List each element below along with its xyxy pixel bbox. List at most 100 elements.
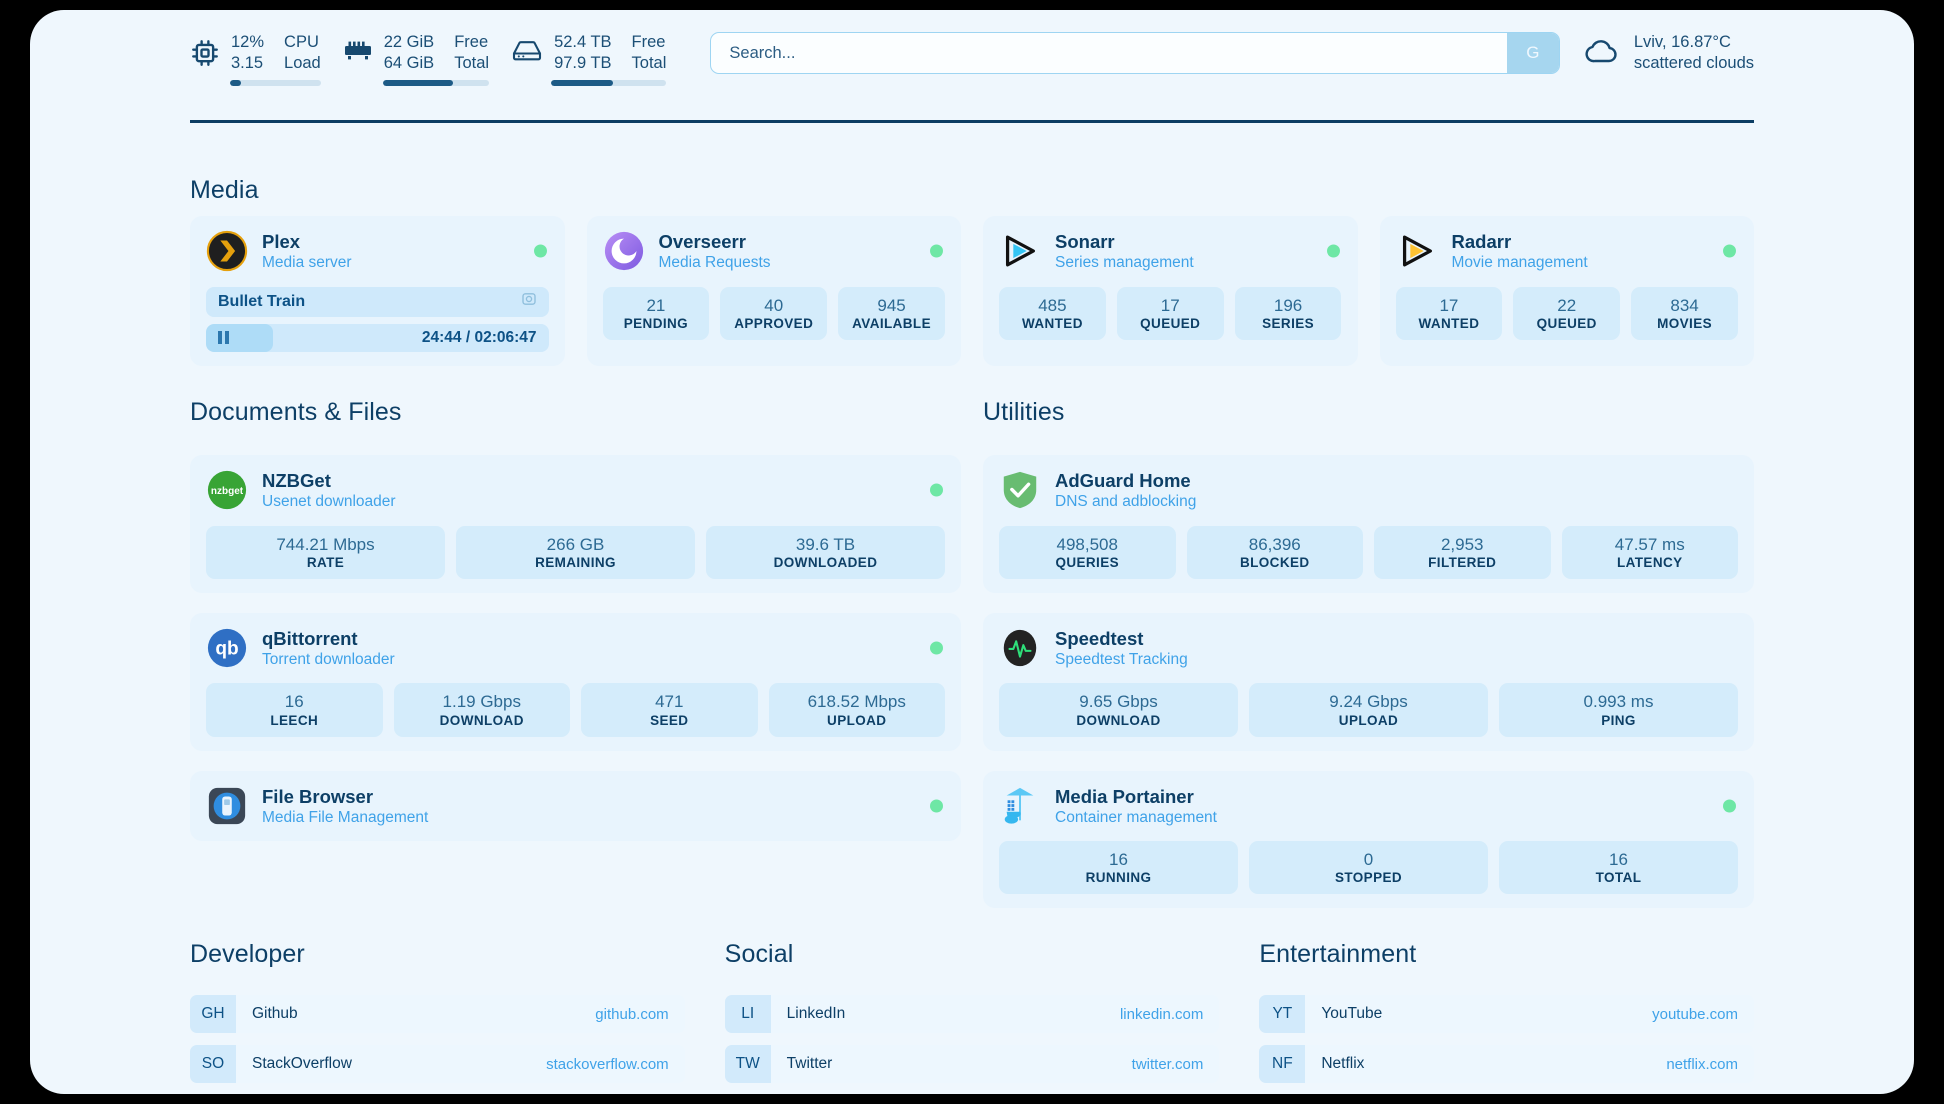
stat-tile[interactable]: 0 STOPPED bbox=[1249, 841, 1488, 895]
stat-label: QUERIES bbox=[1055, 554, 1120, 570]
pause-icon[interactable] bbox=[218, 331, 229, 344]
stat-tile[interactable]: 9.65 Gbps DOWNLOAD bbox=[999, 683, 1238, 737]
cpu-icon bbox=[190, 38, 220, 73]
service-description: Media File Management bbox=[262, 808, 429, 826]
stat-label: LATENCY bbox=[1616, 554, 1683, 570]
stat-tile[interactable]: 744.21 Mbps RATE bbox=[206, 525, 445, 579]
stat-tile[interactable]: 1.19 Gbps DOWNLOAD bbox=[393, 683, 570, 737]
bookmark-item[interactable]: YT YouTube youtube.com bbox=[1259, 995, 1755, 1033]
main-content: Media Plex Media server Bullet Train 24:44 … bbox=[30, 120, 1914, 1094]
stat-label: LEECH bbox=[270, 712, 319, 728]
stat-row: 16 LEECH 1.19 Gbps DOWNLOAD 471 SEED 618.52 Mb… bbox=[206, 683, 945, 737]
stat-value: 16 bbox=[284, 692, 304, 712]
bookmarks-area: Developer GH Github github.com SO StackOverfl… bbox=[190, 940, 1755, 1094]
bookmark-url[interactable]: github.com bbox=[595, 1005, 669, 1023]
overseerr-icon bbox=[603, 230, 645, 272]
stat-tile[interactable]: 485 WANTED bbox=[999, 286, 1106, 340]
service-card-sonarr[interactable]: Sonarr Series management 485 WANTED 17 QUEUED… bbox=[983, 216, 1358, 366]
stat-tile[interactable]: 17 WANTED bbox=[1395, 286, 1503, 340]
service-description: Movie management bbox=[1451, 254, 1588, 272]
cast-icon[interactable] bbox=[521, 291, 537, 312]
stat-tile[interactable]: 945 AVAILABLE bbox=[838, 286, 945, 340]
service-card-speedtest[interactable]: Speedtest Speedtest Tracking 9.65 Gbps DOWN… bbox=[983, 612, 1754, 751]
bookmark-group-entertainment: Entertainment YT YouTube youtube.com NF Netfl… bbox=[1259, 940, 1755, 1094]
stat-tile[interactable]: 47.57 ms LATENCY bbox=[1561, 525, 1738, 579]
media-card-row: Plex Media server Bullet Train 24:44 / 02:0… bbox=[190, 216, 1754, 366]
stat-value: 834 bbox=[1670, 295, 1699, 315]
service-card-adguard-home[interactable]: AdGuard Home DNS and adblocking 498,508 QUE… bbox=[983, 455, 1754, 593]
stat-tile[interactable]: 86,396 BLOCKED bbox=[1186, 525, 1363, 579]
stat-tile[interactable]: 16 RUNNING bbox=[999, 841, 1238, 895]
bookmark-item[interactable]: LI LinkedIn linkedin.com bbox=[724, 995, 1220, 1033]
filebrowser-icon bbox=[206, 785, 248, 827]
status-badge bbox=[930, 641, 943, 655]
stat-tile[interactable]: 196 SERIES bbox=[1234, 286, 1342, 340]
search-input[interactable] bbox=[711, 43, 1507, 63]
stat-label: PING bbox=[1601, 712, 1636, 728]
stat-row: 21 PENDING 40 APPROVED 945 AVAILABLE bbox=[602, 286, 946, 340]
stat-tile[interactable]: 16 TOTAL bbox=[1499, 841, 1738, 895]
stat-tile[interactable]: 40 APPROVED bbox=[720, 286, 828, 340]
stat-tile[interactable]: 16 LEECH bbox=[206, 683, 383, 737]
service-card-radarr[interactable]: Radarr Movie management 17 WANTED 22 QUEUED 83… bbox=[1379, 216, 1754, 366]
service-name: NZBGet bbox=[262, 470, 331, 491]
bookmark-item[interactable]: TW Twitter twitter.com bbox=[724, 1045, 1220, 1083]
search-widget[interactable]: G bbox=[710, 32, 1560, 75]
resource-label-primary: CPU bbox=[284, 33, 319, 52]
now-playing-bar[interactable]: Bullet Train bbox=[206, 286, 549, 317]
bookmark-item[interactable]: SO StackOverflow stackoverflow.com bbox=[190, 1045, 685, 1083]
service-card-overseerr[interactable]: Overseerr Media Requests 21 PENDING 40 APPROV… bbox=[586, 216, 961, 366]
stat-row: 744.21 Mbps RATE 266 GB REMAINING 39.6 TB DOW… bbox=[206, 525, 945, 579]
search-provider-button[interactable]: G bbox=[1506, 33, 1559, 74]
resource-widget-cpu: 12% 3.15 CPU Load bbox=[190, 32, 343, 86]
bookmark-name: YouTube bbox=[1321, 1005, 1383, 1022]
stat-label: AVAILABLE bbox=[852, 315, 931, 331]
stat-tile[interactable]: 0.993 ms PING bbox=[1499, 683, 1738, 737]
sonarr-icon bbox=[999, 230, 1041, 272]
stat-value: 0 bbox=[1363, 850, 1374, 869]
resource-value-primary: 12% bbox=[231, 33, 265, 52]
bookmark-url[interactable]: twitter.com bbox=[1131, 1055, 1204, 1073]
service-card-file-browser[interactable]: File Browser Media File Management bbox=[190, 770, 961, 841]
bookmark-url[interactable]: stackoverflow.com bbox=[546, 1055, 669, 1073]
memory-icon bbox=[343, 38, 373, 69]
service-card-qbittorrent[interactable]: qb qBittorrent Torrent downloader 16 LEECH 1.… bbox=[190, 612, 961, 751]
stat-tile[interactable]: 498,508 QUERIES bbox=[999, 525, 1176, 579]
stat-tile[interactable]: 2,953 FILTERED bbox=[1374, 525, 1551, 579]
service-name: AdGuard Home bbox=[1055, 470, 1191, 491]
header: 12% 3.15 CPU Load 22 GiB 64 GiB Free Total 52.4 … bbox=[30, 10, 1914, 120]
stat-tile[interactable]: 471 SEED bbox=[581, 683, 758, 737]
utilities-card-list: AdGuard Home DNS and adblocking 498,508 QUE… bbox=[983, 455, 1754, 909]
stat-value: 945 bbox=[877, 295, 906, 315]
stat-tile[interactable]: 17 QUEUED bbox=[1116, 286, 1224, 340]
bookmark-group-title: Social bbox=[724, 940, 794, 968]
stat-value: 16 bbox=[1109, 850, 1128, 869]
bookmark-url[interactable]: linkedin.com bbox=[1119, 1005, 1204, 1023]
bookmark-url[interactable]: youtube.com bbox=[1652, 1005, 1739, 1023]
service-card-nzbget[interactable]: nzbget NZBGet Usenet downloader 744.21 Mbps… bbox=[190, 455, 961, 593]
stat-tile[interactable]: 9.24 Gbps UPLOAD bbox=[1249, 683, 1488, 737]
stat-tile[interactable]: 266 GB REMAINING bbox=[456, 525, 695, 579]
stat-tile[interactable]: 22 QUEUED bbox=[1513, 286, 1621, 340]
service-name: Sonarr bbox=[1055, 231, 1115, 252]
bookmark-group-developer: Developer GH Github github.com SO StackOverfl… bbox=[190, 940, 685, 1094]
service-card-plex[interactable]: Plex Media server Bullet Train 24:44 / 02:0… bbox=[190, 216, 565, 366]
resource-widgets: 12% 3.15 CPU Load 22 GiB 64 GiB Free Total 52.4 … bbox=[190, 32, 688, 86]
stat-value: 17 bbox=[1439, 295, 1459, 315]
stat-tile[interactable]: 39.6 TB DOWNLOADED bbox=[706, 525, 945, 579]
resource-label-secondary: Total bbox=[631, 54, 667, 73]
service-card-media-portainer[interactable]: Media Portainer Container management 16 RUN… bbox=[983, 770, 1754, 909]
status-badge bbox=[1723, 244, 1736, 258]
bookmark-item[interactable]: NF Netflix netflix.com bbox=[1259, 1045, 1755, 1083]
stat-tile[interactable]: 21 PENDING bbox=[602, 286, 710, 340]
bookmark-url[interactable]: netflix.com bbox=[1666, 1055, 1739, 1073]
resource-value-primary: 52.4 TB bbox=[554, 33, 612, 52]
service-name: Radarr bbox=[1451, 231, 1512, 252]
resource-label-secondary: Total bbox=[454, 54, 490, 73]
stat-value: 618.52 Mbps bbox=[807, 692, 906, 712]
stat-tile[interactable]: 834 MOVIES bbox=[1631, 286, 1738, 340]
playback-progress-bar[interactable]: 24:44 / 02:06:47 bbox=[206, 323, 549, 352]
bookmark-item[interactable]: GH Github github.com bbox=[190, 995, 685, 1033]
service-description: Media Requests bbox=[658, 254, 771, 272]
stat-tile[interactable]: 618.52 Mbps UPLOAD bbox=[768, 683, 945, 737]
